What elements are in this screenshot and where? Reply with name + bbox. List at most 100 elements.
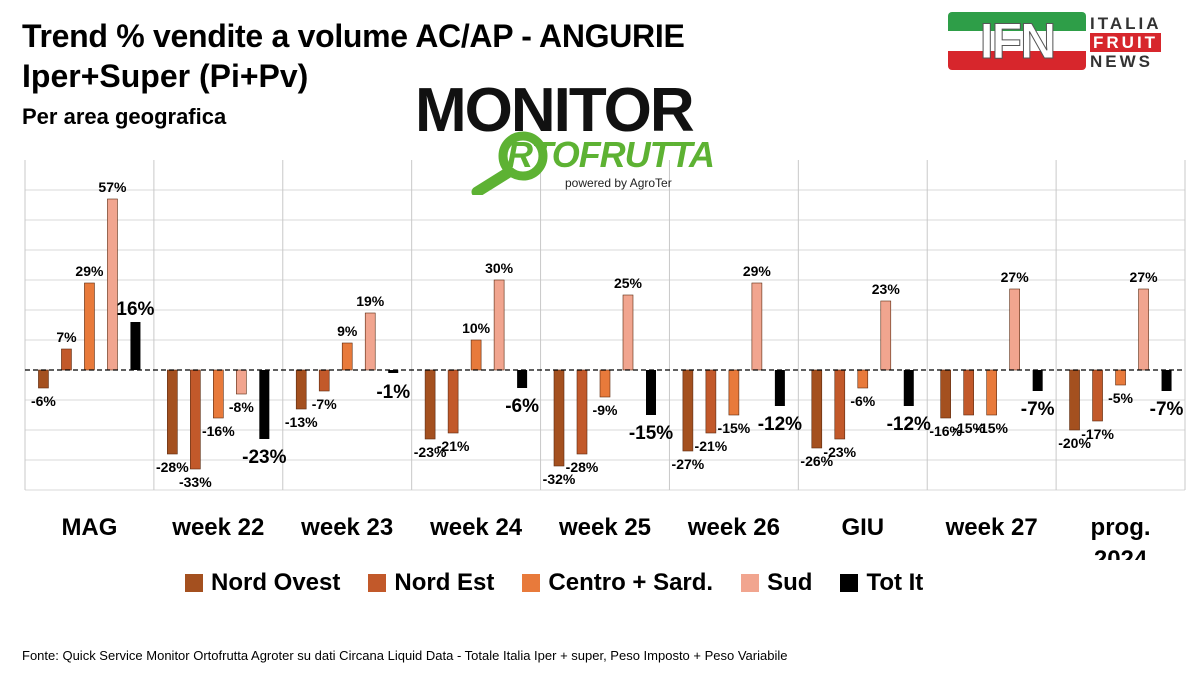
data-label: 7% xyxy=(56,329,77,345)
category-label: GIU xyxy=(841,514,884,541)
data-label: -23% xyxy=(823,444,856,460)
category-label: week 24 xyxy=(429,514,523,541)
data-label: -5% xyxy=(1108,390,1133,406)
data-label: -33% xyxy=(179,474,212,490)
legend-label: Sud xyxy=(767,569,813,596)
monitor-logo-word: MONITOR xyxy=(415,76,695,145)
bar xyxy=(811,369,823,449)
magnifier-icon xyxy=(471,131,548,195)
data-label: -12% xyxy=(758,414,802,435)
bar xyxy=(682,369,694,452)
bar xyxy=(341,342,353,371)
bar xyxy=(940,369,951,419)
data-label: 27% xyxy=(1130,269,1159,285)
data-label: -13% xyxy=(285,414,318,430)
data-label: -21% xyxy=(437,438,470,454)
bar xyxy=(259,370,270,439)
legend-item-sud: Sud xyxy=(741,569,812,597)
powered-by-text: powered by AgroTer xyxy=(565,176,672,190)
data-label: -7% xyxy=(312,396,337,412)
legend-label: Nord Ovest xyxy=(211,569,341,596)
bar xyxy=(880,300,892,371)
data-label: -16% xyxy=(929,423,962,439)
ifn-logo-text: IFN xyxy=(979,13,1057,69)
bar xyxy=(167,369,178,455)
bar-chart: -6%7%29%57%16%MAG-28%-33%-16%-8%-23%week… xyxy=(24,160,1186,560)
bar xyxy=(857,369,869,389)
ifn-italia: ITALIA xyxy=(1090,14,1162,33)
data-label: 27% xyxy=(1001,269,1030,285)
bar xyxy=(622,294,634,371)
data-label: -20% xyxy=(1058,435,1091,451)
legend-swatch xyxy=(185,574,203,592)
legend-swatch xyxy=(522,574,541,592)
legend-swatch xyxy=(368,574,387,592)
bar xyxy=(493,279,505,371)
chart-title: Trend % vendite a volume AC/AP - ANGURIE xyxy=(22,18,685,54)
legend-label: Tot It xyxy=(866,569,924,596)
data-label: -9% xyxy=(593,402,618,418)
bar xyxy=(576,369,588,455)
bar xyxy=(517,370,528,388)
data-label: 9% xyxy=(337,323,358,339)
bar xyxy=(318,369,330,392)
bar xyxy=(1009,288,1020,371)
bar xyxy=(236,369,247,395)
ifn-logo-mark: IFN xyxy=(948,12,1086,70)
data-label: 16% xyxy=(116,299,154,320)
bar xyxy=(213,369,224,419)
data-label: 25% xyxy=(614,275,643,291)
bar xyxy=(751,282,763,371)
category-label: MAG xyxy=(61,514,117,541)
ifn-logo-wordmark: ITALIA FRUIT NEWS xyxy=(1090,14,1162,71)
data-label: -6% xyxy=(850,393,875,409)
data-label: 29% xyxy=(743,263,772,279)
bar xyxy=(447,369,459,434)
bar xyxy=(1138,288,1149,371)
bar xyxy=(364,312,376,371)
bar xyxy=(705,369,717,434)
legend-swatch xyxy=(840,574,859,592)
category-label: week 23 xyxy=(300,514,393,541)
category-label: week 27 xyxy=(945,514,1038,541)
legend-label: Centro + Sard. xyxy=(548,569,714,596)
ifn-news: NEWS xyxy=(1090,52,1153,71)
chart-legend: Nord Ovest Nord Est Centro + Sard. Sud T… xyxy=(185,569,951,597)
legend-swatch xyxy=(741,574,760,592)
ortofrutta-logo-word: RTOFRUTTA xyxy=(507,134,715,175)
bar xyxy=(130,322,141,370)
bar xyxy=(553,369,565,467)
category-label: week 26 xyxy=(687,514,780,541)
category-label: prog. xyxy=(1091,514,1151,541)
bar xyxy=(963,369,974,416)
bar xyxy=(61,348,72,371)
bar xyxy=(1092,369,1103,422)
data-label: 30% xyxy=(485,260,514,276)
category-label: week 25 xyxy=(558,514,651,541)
data-label: -7% xyxy=(1021,399,1055,420)
data-label: -32% xyxy=(543,471,576,487)
bar xyxy=(774,370,785,406)
data-label: 29% xyxy=(75,263,104,279)
source-note: Fonte: Quick Service Monitor Ortofrutta … xyxy=(22,648,788,663)
data-label: 57% xyxy=(98,179,127,195)
bar xyxy=(599,369,611,398)
data-label: -23% xyxy=(242,447,286,468)
category-label: week 22 xyxy=(171,514,264,541)
data-label: -12% xyxy=(887,414,931,435)
bar xyxy=(470,339,482,371)
legend-item-tot-it: Tot It xyxy=(840,569,923,597)
bar xyxy=(107,198,118,371)
legend-item-nord-ovest: Nord Ovest xyxy=(185,569,340,597)
data-label: -15% xyxy=(718,420,751,436)
data-label: -15% xyxy=(629,423,673,444)
data-label: -15% xyxy=(952,420,985,436)
legend-item-nord-est: Nord Est xyxy=(368,569,494,597)
bar xyxy=(1032,370,1043,391)
data-label: -28% xyxy=(156,459,189,475)
data-label: 23% xyxy=(872,281,901,297)
bar xyxy=(1161,370,1172,391)
data-label: -6% xyxy=(31,393,56,409)
legend-label: Nord Est xyxy=(394,569,495,596)
bar xyxy=(903,370,914,406)
